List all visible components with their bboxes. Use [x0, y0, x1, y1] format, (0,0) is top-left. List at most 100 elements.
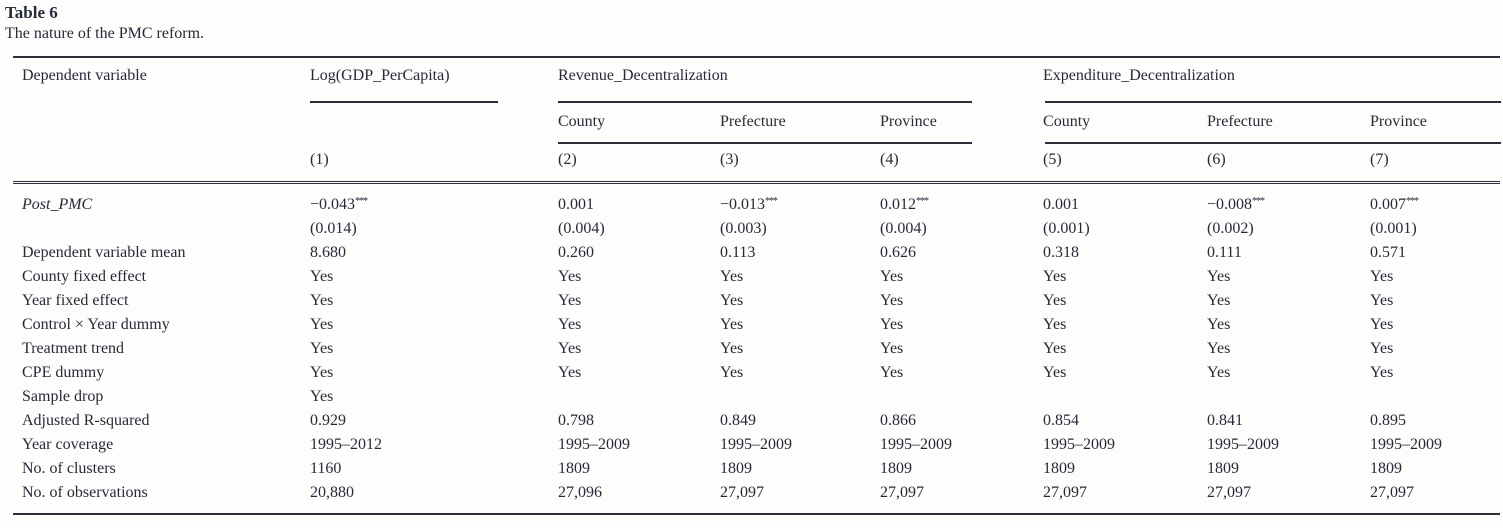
table-cell: Yes [1370, 291, 1394, 309]
column-number: (2) [558, 143, 720, 184]
column-number: (4) [880, 143, 1044, 184]
empty-header-cell [13, 102, 310, 143]
group-header-log-gdp-percapita: Log(GDP_PerCapita) [310, 67, 450, 84]
table-cell [720, 385, 880, 409]
spanner-underline-revenue [558, 101, 972, 103]
table-cell: Yes [880, 291, 904, 309]
table-cell: 0.113 [720, 243, 756, 261]
table-cell: 0.012*** [880, 195, 929, 213]
table-row: (0.014) (0.004) (0.003) (0.004) (0.001) (0.00… [13, 217, 1500, 241]
table-cell: −0.013*** [720, 195, 778, 213]
subcolumn-header: Province [1370, 113, 1427, 130]
table-cell: Yes [1043, 315, 1067, 333]
row-label: No. of observations [13, 480, 310, 515]
table-cell: Yes [558, 339, 582, 357]
column-number-row: (1) (2) (3) (4) (5) (6) (7) [13, 143, 1501, 184]
table-row: Treatment trend Yes Yes Yes Yes Yes Yes Yes [13, 337, 1500, 361]
table-cell: 27,096 [558, 480, 720, 515]
subcolumn-header-row: County Prefecture Province County Prefecture… [13, 102, 1500, 143]
table-cell: 1809 [880, 459, 912, 477]
table-cell: Yes [720, 291, 744, 309]
table-cell: (0.001) [1043, 219, 1090, 237]
table-cell: 1995–2009 [1207, 435, 1280, 453]
group-header-revenue-decentralization: Revenue_Decentralization [558, 67, 728, 84]
column-number: (6) [1207, 143, 1371, 184]
column-number: (5) [1043, 143, 1208, 184]
table-cell: Yes [310, 387, 334, 405]
table-cell: 27,097 [720, 480, 880, 515]
table-cell: 27,097 [1043, 480, 1208, 515]
table-row: Dependent variable mean 8.680 0.260 0.113 0.… [13, 241, 1500, 265]
table-cell: Yes [720, 267, 744, 285]
empty-header-cell [310, 102, 558, 143]
table-cell: 1809 [1207, 459, 1240, 477]
table-row: Post_PMC −0.043*** 0.001 −0.013*** 0.012*** 0… [13, 182, 1500, 217]
row-label: CPE dummy [22, 363, 105, 381]
table-cell: (0.004) [558, 219, 605, 237]
significance-stars: *** [765, 195, 778, 207]
row-label [13, 217, 310, 241]
table-row: No. of clusters 1160 1809 1809 1809 1809 1809 1… [13, 457, 1500, 481]
table-cell: Yes [1043, 267, 1067, 285]
table-cell: 0.111 [1207, 243, 1242, 261]
row-label: Year coverage [22, 435, 114, 453]
table-cell: 1809 [720, 459, 752, 477]
table-cell: 0.854 [1043, 411, 1080, 429]
table-cell: 0.626 [880, 243, 916, 261]
group-header-row: Dependent variable Log(GDP_PerCapita) Re… [13, 57, 1500, 102]
table-cell: (0.001) [1370, 219, 1417, 237]
table-cell: Yes [1370, 339, 1394, 357]
significance-stars: *** [1406, 195, 1419, 207]
table-cell: Yes [880, 339, 904, 357]
table-cell: 1809 [1370, 459, 1403, 477]
table-cell: Yes [1043, 291, 1067, 309]
table-cell: −0.008*** [1207, 195, 1265, 213]
table-cell: Yes [1207, 267, 1231, 285]
table-cell: Yes [720, 339, 744, 357]
row-label: No. of clusters [22, 459, 116, 477]
table-cell: Yes [310, 291, 334, 309]
table-row: Year coverage 1995–2012 1995–2009 1995–2009… [13, 433, 1500, 457]
table-row: Year fixed effect Yes Yes Yes Yes Yes Yes Yes [13, 289, 1500, 313]
significance-stars: *** [1252, 195, 1265, 207]
significance-stars: *** [916, 195, 929, 207]
table-cell: 1995–2009 [558, 435, 630, 453]
row-label: Dependent variable mean [22, 243, 186, 261]
table-cell: 0.001 [558, 195, 594, 213]
table-cell: 1995–2009 [720, 435, 792, 453]
table-cell: 0.001 [1043, 195, 1080, 213]
subcolumn-header: Prefecture [1207, 113, 1273, 130]
group-header-expenditure-decentralization: Expenditure_Decentralization [1043, 67, 1235, 84]
subcolumn-header: County [1043, 113, 1091, 130]
row-label: County fixed effect [22, 267, 147, 285]
table-cell: (0.014) [310, 219, 357, 237]
table-cell [558, 385, 720, 409]
table-cell: Yes [720, 315, 744, 333]
table-cell: Yes [1043, 363, 1067, 381]
subcolumn-header: County [558, 113, 606, 130]
table-cell: Yes [558, 291, 582, 309]
table-cell: Yes [1370, 267, 1394, 285]
table-cell: Yes [1207, 339, 1231, 357]
column-number: (7) [1370, 143, 1501, 184]
table-cell: Yes [558, 315, 582, 333]
spanner-underline-expenditure [1045, 101, 1501, 103]
table-cell: 1995–2009 [1043, 435, 1116, 453]
subcolumn-underline-expenditure [1045, 142, 1501, 144]
table-cell: 0.571 [1370, 243, 1407, 261]
table-cell: 1995–2009 [880, 435, 952, 453]
table-row: Control × Year dummy Yes Yes Yes Yes Yes Yes Ye… [13, 313, 1500, 337]
table-cell: (0.003) [720, 219, 767, 237]
row-label: Post_PMC [22, 195, 93, 213]
row-label: Control × Year dummy [22, 315, 170, 333]
table-cell: Yes [558, 267, 582, 285]
table-cell: 1995–2009 [1370, 435, 1443, 453]
header-cell-dependent-variable: Dependent variable [22, 67, 147, 84]
table-cell: Yes [1207, 315, 1231, 333]
table-cell: Yes [880, 363, 904, 381]
table-row: No. of observations 20,880 27,096 27,097 27,… [13, 480, 1501, 515]
table-cell: Yes [1043, 339, 1067, 357]
table-cell: 27,097 [1370, 480, 1501, 515]
table-cell: Yes [880, 315, 904, 333]
empty-header-cell [13, 143, 310, 184]
